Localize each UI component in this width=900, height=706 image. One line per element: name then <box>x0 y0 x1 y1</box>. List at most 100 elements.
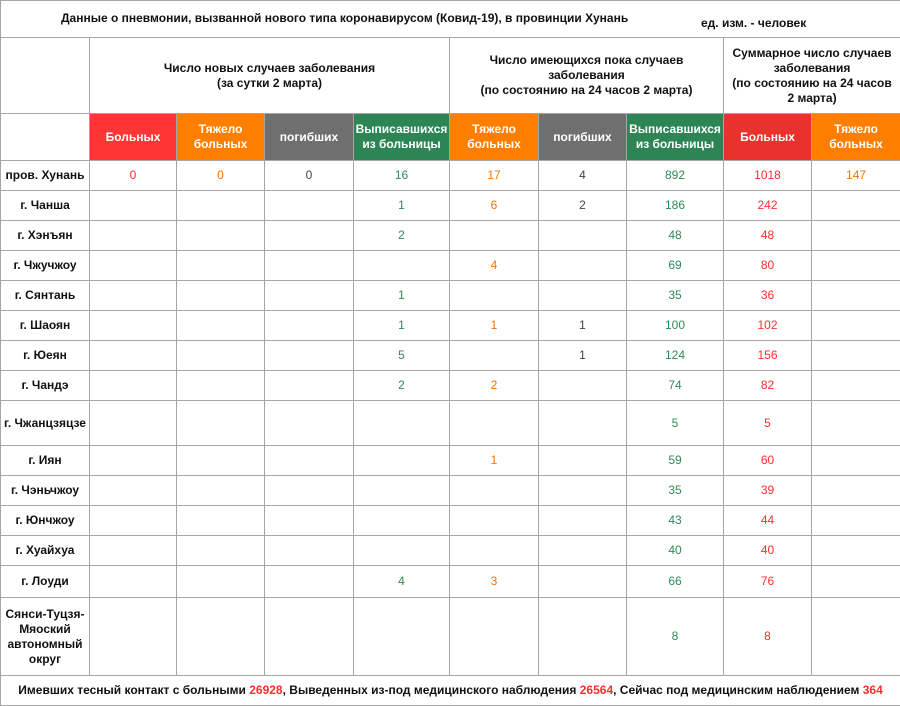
value-cell: 2 <box>354 371 450 401</box>
value-cell <box>265 506 354 536</box>
value-cell <box>265 598 354 676</box>
value-cell: 124 <box>627 341 724 371</box>
released-count: 26564 <box>580 683 613 697</box>
value-cell: 74 <box>627 371 724 401</box>
value-cell: 1018 <box>724 161 812 191</box>
value-cell <box>265 191 354 221</box>
value-cell: 0 <box>90 161 177 191</box>
value-cell: 35 <box>627 476 724 506</box>
value-cell <box>812 401 900 446</box>
value-cell <box>812 566 900 598</box>
value-cell: 39 <box>724 476 812 506</box>
region-name: г. Иян <box>1 446 90 476</box>
value-cell: 44 <box>724 506 812 536</box>
value-cell: 40 <box>724 536 812 566</box>
value-cell: 69 <box>627 251 724 281</box>
value-cell <box>265 536 354 566</box>
value-cell <box>812 221 900 251</box>
value-cell <box>539 476 627 506</box>
value-cell <box>450 476 539 506</box>
value-cell <box>450 221 539 251</box>
region-name: г. Шаоян <box>1 311 90 341</box>
value-cell <box>812 191 900 221</box>
value-cell: 48 <box>627 221 724 251</box>
value-cell: 892 <box>627 161 724 191</box>
region-name: г. Чандэ <box>1 371 90 401</box>
value-cell <box>90 221 177 251</box>
value-cell <box>265 311 354 341</box>
region-name: г. Чжанцзяцзе <box>1 401 90 446</box>
value-cell <box>354 536 450 566</box>
value-cell <box>90 598 177 676</box>
region-name: г. Чанша <box>1 191 90 221</box>
group-total-cases: Суммарное число случаев заболевания (по … <box>724 38 900 114</box>
value-cell: 1 <box>539 311 627 341</box>
value-cell <box>354 446 450 476</box>
value-cell <box>90 506 177 536</box>
value-cell: 100 <box>627 311 724 341</box>
value-cell <box>450 506 539 536</box>
value-cell <box>812 446 900 476</box>
subheader: Тяжело больных <box>450 114 539 161</box>
value-cell <box>450 401 539 446</box>
value-cell <box>812 476 900 506</box>
value-cell: 156 <box>724 341 812 371</box>
value-cell: 1 <box>354 311 450 341</box>
subheader: погибших <box>539 114 627 161</box>
value-cell <box>539 281 627 311</box>
subheader: Выписавшихся из больницы <box>627 114 724 161</box>
value-cell <box>539 598 627 676</box>
subheader: Тяжело больных <box>177 114 265 161</box>
value-cell: 80 <box>724 251 812 281</box>
region-name: пров. Хунань <box>1 161 90 191</box>
value-cell <box>539 221 627 251</box>
value-cell <box>450 281 539 311</box>
value-cell: 17 <box>450 161 539 191</box>
value-cell <box>90 191 177 221</box>
value-cell <box>177 401 265 446</box>
value-cell: 5 <box>354 341 450 371</box>
value-cell <box>812 598 900 676</box>
region-name: г. Хэнъян <box>1 221 90 251</box>
footer-text: , Сейчас под медицинским наблюдением <box>613 683 863 697</box>
value-cell <box>354 476 450 506</box>
value-cell <box>90 446 177 476</box>
subheader: погибших <box>265 114 354 161</box>
value-cell <box>265 476 354 506</box>
region-name: Сянси-Туцзя-Мяоский автономный округ <box>1 598 90 676</box>
value-cell <box>177 191 265 221</box>
region-name: г. Юеян <box>1 341 90 371</box>
value-cell <box>177 506 265 536</box>
value-cell: 66 <box>627 566 724 598</box>
value-cell: 16 <box>354 161 450 191</box>
value-cell: 0 <box>265 161 354 191</box>
value-cell: 60 <box>724 446 812 476</box>
value-cell: 1 <box>354 191 450 221</box>
value-cell <box>177 446 265 476</box>
footer-text: , Выведенных из-под медицинского наблюде… <box>283 683 580 697</box>
value-cell <box>177 221 265 251</box>
unit-label: ед. изм. - человек <box>701 16 806 31</box>
value-cell <box>90 251 177 281</box>
value-cell: 6 <box>450 191 539 221</box>
value-cell: 102 <box>724 311 812 341</box>
value-cell: 4 <box>354 566 450 598</box>
value-cell <box>354 598 450 676</box>
value-cell <box>177 566 265 598</box>
value-cell: 43 <box>627 506 724 536</box>
value-cell <box>265 446 354 476</box>
value-cell: 2 <box>354 221 450 251</box>
value-cell: 2 <box>539 191 627 221</box>
value-cell: 5 <box>627 401 724 446</box>
